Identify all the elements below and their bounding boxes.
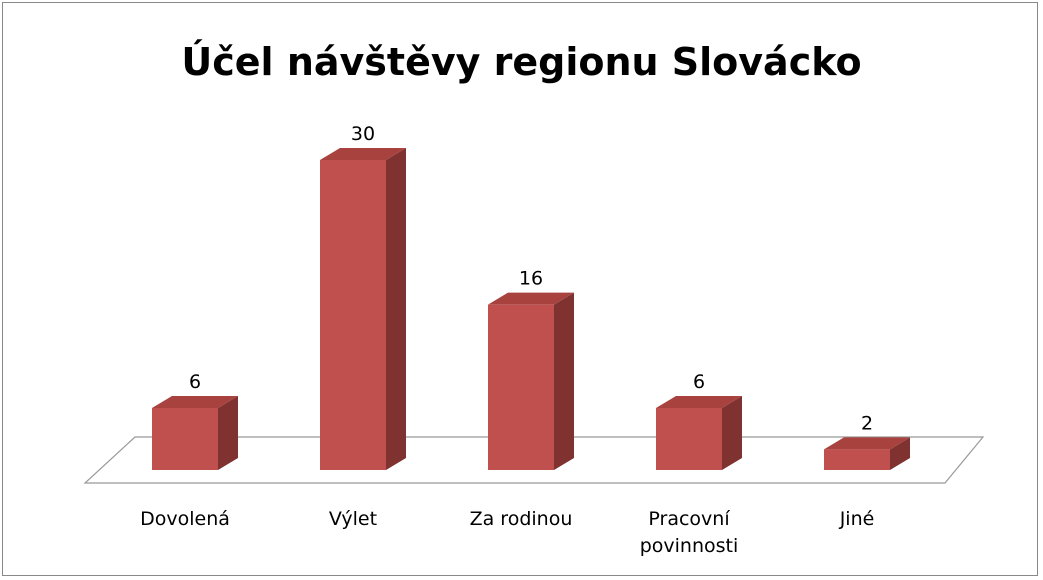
value-label: 6 <box>189 371 201 393</box>
bar-top <box>488 292 574 305</box>
x-tick-label: Za rodinou <box>469 508 573 530</box>
bar <box>824 449 890 470</box>
x-tick-label: Jiné <box>839 508 875 530</box>
bar-side <box>218 396 238 470</box>
bar-side <box>890 437 910 470</box>
value-label: 16 <box>519 268 543 290</box>
x-tick-label: Pracovní povinnosti <box>639 508 739 557</box>
bar <box>152 408 218 470</box>
bar <box>320 160 386 470</box>
bar-top <box>320 148 406 160</box>
value-label: 6 <box>693 371 705 393</box>
bar-top <box>656 396 742 408</box>
bar-top <box>152 396 238 408</box>
x-tick-label: Výlet <box>328 508 378 530</box>
chart-title: Účel návštěvy regionu Slovácko <box>181 40 862 84</box>
bar <box>488 304 554 470</box>
value-label: 30 <box>351 123 375 145</box>
bar-side <box>722 396 742 470</box>
bar-top <box>824 437 910 450</box>
value-label: 2 <box>861 412 873 434</box>
x-tick-label: Dovolená <box>140 508 230 530</box>
bar <box>656 408 722 470</box>
bar-side <box>386 148 406 470</box>
bar-side <box>554 292 574 470</box>
